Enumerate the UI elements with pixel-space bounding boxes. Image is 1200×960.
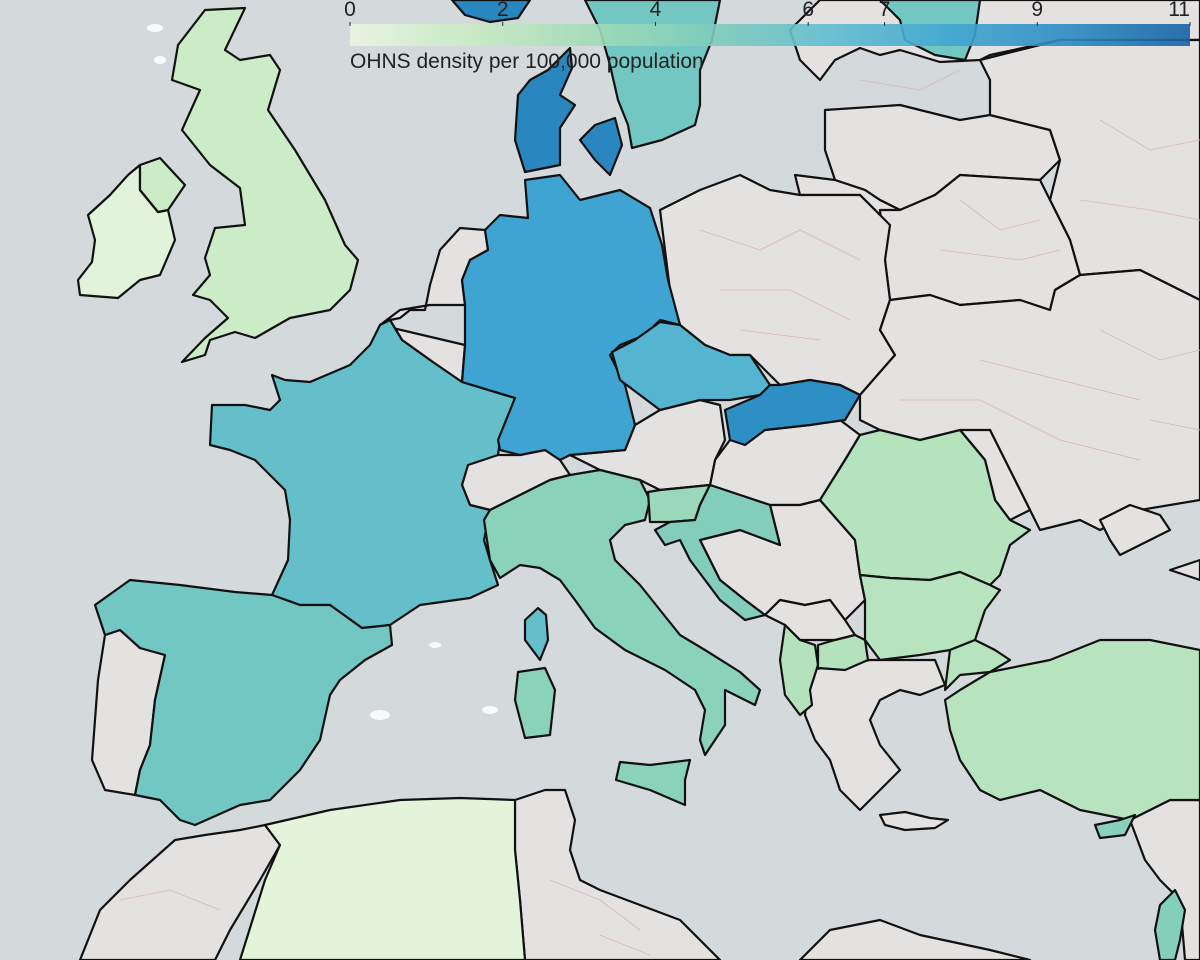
country-croatia [653,483,782,622]
country-north-macedonia [816,633,870,672]
country-italy [482,468,762,757]
greece [803,658,947,812]
legend-tick-label: 7 [879,0,891,21]
legend-tick-label: 0 [344,0,356,21]
country-denmark-jutland [513,46,577,174]
legend-tick-label: 4 [650,0,662,21]
morocco [78,823,282,960]
country-bornholm-top [450,0,532,24]
legend-tick-label: 11 [1168,0,1190,21]
color-legend: 0 2 4 6 7 9 11 OHNS density per 100,000 popula… [344,0,1191,73]
data-countries [76,0,1200,960]
legend-colorbar [350,24,1190,46]
georgia [1168,558,1200,582]
country-denmark-zealand [578,116,624,177]
country-northern-ireland [138,156,187,214]
egypt-levant [798,918,1032,960]
region-borders [119,69,1200,956]
legend-tick-label: 2 [497,0,509,21]
country-algeria [238,796,527,960]
ukraine [858,268,1200,532]
country-bulgaria [858,570,1002,662]
country-albania [778,623,820,717]
country-israel [1153,888,1187,960]
country-united-kingdom [170,6,360,364]
legend-tick-label: 6 [802,0,814,21]
legend-title: OHNS density per 100,000 population [350,50,704,73]
country-sardinia [513,666,557,740]
crete [878,810,950,832]
country-spain [93,578,394,827]
country-turkey-europe [943,638,1012,692]
country-slovakia [723,378,862,447]
country-sicily [614,758,692,807]
crimea [1098,503,1172,557]
legend-ticks: 0 2 4 6 7 9 11 [344,0,1191,26]
coastal-highlights [147,24,498,720]
legend-tick-label: 9 [1031,0,1043,21]
country-cyprus [1093,813,1137,840]
country-corsica [523,606,550,662]
